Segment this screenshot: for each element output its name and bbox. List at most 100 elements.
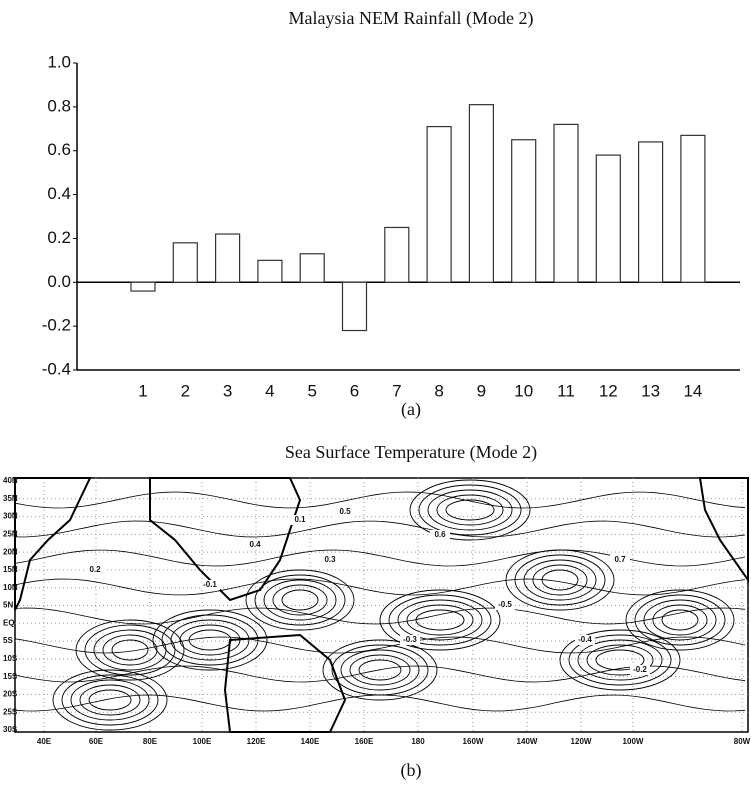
- bar: [595, 154, 621, 283]
- contour: [349, 654, 411, 686]
- bar: [426, 125, 452, 283]
- bar: [215, 233, 241, 283]
- contour: [70, 679, 150, 721]
- contour-label-bg: [320, 555, 340, 565]
- contour: [577, 639, 663, 681]
- x-tick-label: 13: [641, 381, 660, 400]
- x-tick-label: 14: [683, 381, 702, 400]
- y-tick-label: -0.2: [42, 316, 71, 335]
- contour: [14, 520, 746, 538]
- contour: [14, 694, 746, 712]
- contour: [445, 499, 495, 521]
- contour-label-bg: [245, 540, 265, 550]
- contour: [79, 684, 141, 716]
- contour: [179, 624, 241, 656]
- bar: [172, 242, 198, 283]
- contour: [281, 589, 319, 611]
- lat-label: EQ: [3, 618, 15, 627]
- contour-label: -0.2: [633, 665, 647, 674]
- contour-label-bg: [495, 600, 515, 610]
- lon-label: 40E: [37, 737, 52, 746]
- contour: [559, 629, 681, 691]
- lat-label: 5N: [3, 601, 13, 610]
- contour: [415, 609, 465, 631]
- contour: [523, 559, 597, 601]
- contour-label-bg: [400, 635, 420, 645]
- contour-label: 0.3: [324, 555, 336, 564]
- contour: [14, 491, 746, 509]
- y-tick-label: 0.4: [47, 184, 71, 203]
- lat-label: 25N: [3, 529, 18, 538]
- lon-label: 140E: [301, 737, 320, 746]
- map: 40N 35N 30N 25N 20N 15N 10N 5N EQ 5S 10S 15S 20S 25S 3…: [3, 476, 751, 746]
- map-frame: [14, 477, 749, 733]
- contour: [340, 649, 420, 691]
- lon-label: 140W: [517, 737, 538, 746]
- x-tick-label: 5: [307, 381, 316, 400]
- lat-label: 15S: [3, 672, 18, 681]
- lat-label: 15N: [3, 565, 18, 574]
- contour-label: 0.6: [434, 530, 446, 539]
- x-tick-label: 9: [477, 381, 486, 400]
- contour: [272, 584, 328, 616]
- land: [698, 477, 749, 584]
- contour: [254, 574, 346, 626]
- contour: [102, 634, 158, 666]
- lat-label: 10N: [3, 583, 18, 592]
- lat-label: 5S: [3, 636, 13, 645]
- contour: [93, 629, 167, 671]
- contour: [532, 564, 588, 596]
- contour-label: 0.4: [249, 540, 261, 549]
- contour: [427, 489, 513, 531]
- contour: [14, 665, 746, 683]
- bar: [511, 139, 537, 283]
- contour-label: 0.5: [339, 507, 351, 516]
- x-tick-label: 6: [350, 381, 359, 400]
- contour-label-bg: [290, 515, 310, 525]
- lon-label: 100E: [193, 737, 212, 746]
- contour-label-bg: [85, 565, 105, 575]
- contour-label-bg: [430, 530, 450, 540]
- contour: [111, 639, 149, 661]
- contour-label-bg: [610, 555, 630, 565]
- contour: [418, 484, 522, 536]
- contour: [568, 634, 672, 686]
- contour-label-bg: [630, 665, 650, 675]
- contour: [75, 619, 185, 681]
- lon-label: 120W: [571, 737, 592, 746]
- contour: [88, 689, 132, 711]
- contour: [595, 649, 645, 671]
- caption-a: (a): [401, 399, 421, 420]
- contour: [505, 549, 615, 611]
- contour-label: 0.2: [89, 565, 101, 574]
- bar: [553, 123, 579, 283]
- contour: [14, 636, 746, 654]
- x-tick-label: 10: [514, 381, 533, 400]
- contour-label: 0.1: [294, 515, 306, 524]
- x-tick-label: 8: [434, 381, 443, 400]
- contour: [263, 579, 337, 621]
- y-tick-label: 0.0: [47, 272, 71, 291]
- y-tick-label: 0.6: [47, 140, 71, 159]
- contour: [188, 629, 232, 651]
- contour: [409, 479, 531, 541]
- chart-title: Malaysia NEM Rainfall (Mode 2): [289, 8, 534, 29]
- contour: [152, 609, 268, 671]
- contour: [52, 669, 168, 731]
- contour: [625, 589, 735, 651]
- lat-label: 35N: [3, 494, 18, 503]
- y-tick-label: -0.4: [42, 359, 71, 378]
- caption-b: (b): [401, 760, 422, 781]
- lon-label: 160E: [355, 737, 374, 746]
- lon-label: 120E: [247, 737, 266, 746]
- lat-label: 40N: [3, 476, 18, 485]
- lon-label: 160W: [463, 737, 484, 746]
- contour: [14, 578, 746, 596]
- contour-label-bg: [335, 507, 355, 517]
- lat-label: 25S: [3, 707, 18, 716]
- bar: [130, 281, 156, 292]
- contour: [84, 624, 176, 676]
- contour: [436, 494, 504, 526]
- contour: [61, 674, 159, 726]
